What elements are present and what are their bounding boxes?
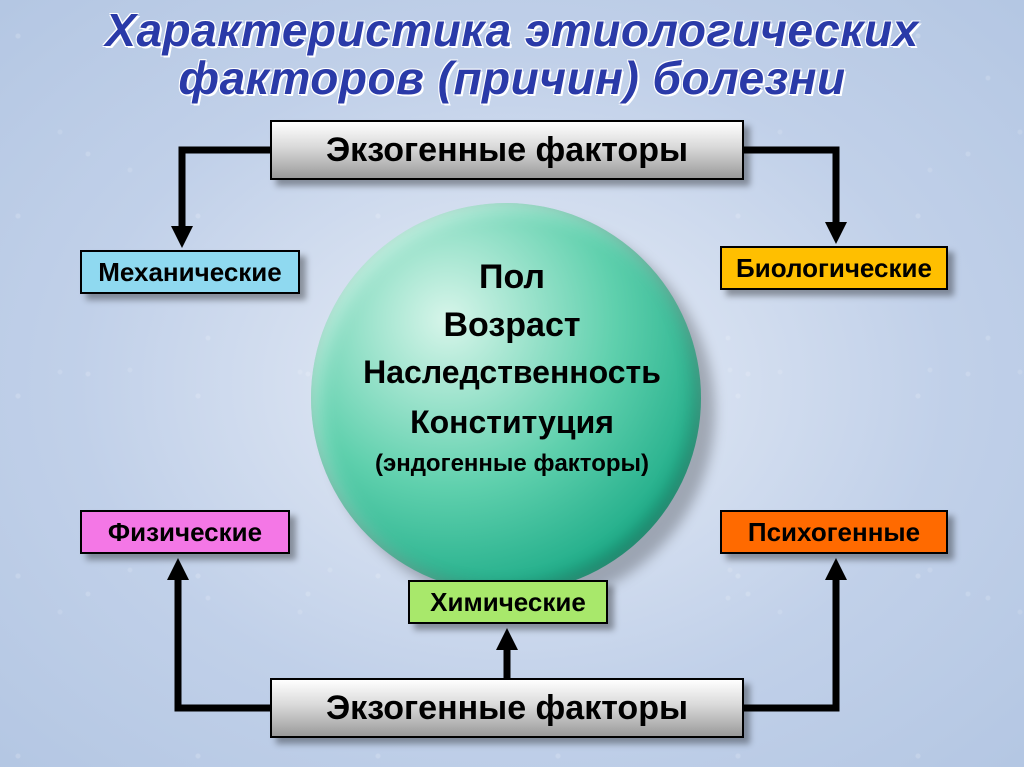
center-circle-line: Возраст bbox=[443, 306, 580, 345]
exogenous-top-label: Экзогенные факторы bbox=[326, 131, 688, 170]
biological-label: Биологические bbox=[736, 253, 932, 284]
physical-plate: Физические bbox=[80, 510, 290, 554]
arrow-bottom-to-physical bbox=[178, 570, 270, 708]
diagram-title: Характеристика этиологических факторов (… bbox=[0, 6, 1024, 103]
arrow-bottom-to-psychogenic bbox=[744, 570, 836, 708]
diagram-stage: { "canvas": {"w":1024,"h":767,"bg":"#c5d… bbox=[0, 0, 1024, 767]
arrowhead-top-to-mechanical bbox=[171, 226, 193, 248]
exogenous-top-plate: Экзогенные факторы bbox=[270, 120, 744, 180]
psychogenic-plate: Психогенные bbox=[720, 510, 948, 554]
chemical-label: Химические bbox=[430, 587, 586, 618]
mechanical-plate: Механические bbox=[80, 250, 300, 294]
arrow-top-to-mechanical bbox=[182, 150, 270, 236]
arrowhead-top-to-biological bbox=[825, 222, 847, 244]
biological-plate: Биологические bbox=[720, 246, 948, 290]
exogenous-bottom-label: Экзогенные факторы bbox=[326, 689, 688, 728]
arrow-top-to-biological bbox=[744, 150, 836, 232]
center-circle-line: Наследственность bbox=[363, 354, 661, 391]
physical-label: Физические bbox=[108, 517, 262, 548]
center-circle-line: Пол bbox=[479, 258, 545, 297]
psychogenic-label: Психогенные bbox=[748, 517, 920, 548]
arrowhead-bottom-to-chemical bbox=[496, 628, 518, 650]
arrowhead-bottom-to-physical bbox=[167, 558, 189, 580]
exogenous-bottom-plate: Экзогенные факторы bbox=[270, 678, 744, 738]
center-circle-line: (эндогенные факторы) bbox=[375, 450, 649, 478]
center-circle-line: Конституция bbox=[410, 404, 614, 441]
mechanical-label: Механические bbox=[98, 257, 282, 288]
chemical-plate: Химические bbox=[408, 580, 608, 624]
arrowhead-bottom-to-psychogenic bbox=[825, 558, 847, 580]
